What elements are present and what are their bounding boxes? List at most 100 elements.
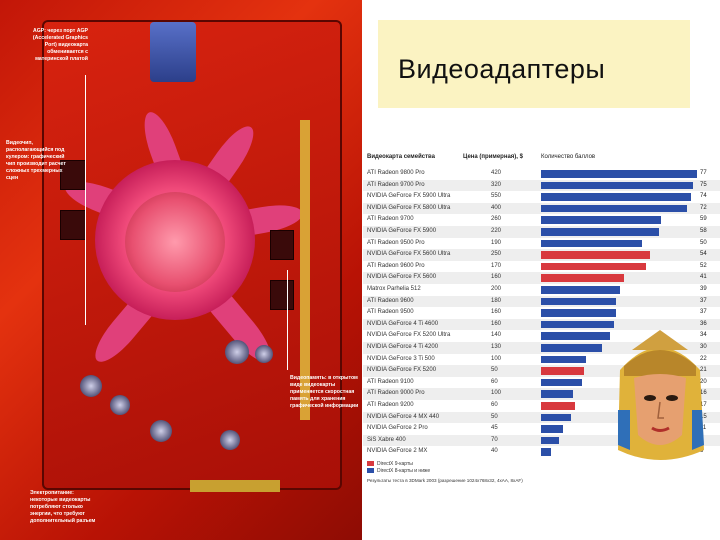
score-value: 20 <box>700 378 707 385</box>
memory-chip <box>60 160 86 190</box>
table-row: ATI Radeon 9600 Pro 170 52 <box>363 261 720 273</box>
title-box <box>378 20 690 108</box>
table-footnote: Результаты теста в 3DMark 2003 (разрешен… <box>367 478 523 483</box>
table-row: NVIDIA GeForce FX 5600 Ultra 250 54 <box>363 249 720 261</box>
capacitor <box>255 345 273 363</box>
table-row: Matrox Parhelia 512 200 39 <box>363 284 720 296</box>
score-value: 52 <box>700 262 707 269</box>
card-name: SiS Xabre 400 <box>367 436 406 443</box>
card-name: NVIDIA GeForce FX 5200 <box>367 367 437 374</box>
card-name: NVIDIA GeForce FX 5600 <box>367 274 437 281</box>
score-bar <box>541 228 659 236</box>
card-name: ATI Radeon 9500 <box>367 309 414 316</box>
table-row: NVIDIA GeForce FX 5800 Ultra 400 72 <box>363 202 720 215</box>
card-price: 320 <box>491 181 502 188</box>
card-price: 220 <box>491 228 502 234</box>
score-value: 36 <box>700 320 707 327</box>
score-value: 15 <box>700 413 707 420</box>
agp-leader-line <box>85 75 86 325</box>
capacitor <box>80 375 102 397</box>
card-price: 160 <box>491 320 502 327</box>
capacitor <box>150 420 172 442</box>
vga-connector <box>150 22 196 82</box>
card-name: NVIDIA GeForce 4 MX 440 <box>367 413 440 420</box>
card-name: NVIDIA GeForce FX 5800 Ultra <box>367 204 451 211</box>
table-row: NVIDIA GeForce 2 MX 40 5 <box>363 446 720 458</box>
score-bar <box>541 355 586 364</box>
memory-chip <box>270 230 294 260</box>
benchmark-table: Видеокарта семейства Цена (примерная), $… <box>363 150 720 480</box>
legend-swatch <box>367 461 374 466</box>
legend-swatch <box>367 468 374 473</box>
card-name: NVIDIA GeForce 4 Ti 4200 <box>367 344 439 350</box>
card-price: 50 <box>491 413 498 420</box>
score-bar <box>541 413 572 422</box>
card-price: 130 <box>491 344 502 350</box>
card-name: ATI Radeon 9800 Pro <box>367 170 425 176</box>
card-name: ATI Radeon 9000 Pro <box>367 390 425 397</box>
table-row: ATI Radeon 9500 160 37 <box>363 307 720 319</box>
card-price: 45 <box>491 425 498 432</box>
score-value: 5 <box>700 448 704 455</box>
card-name: ATI Radeon 9700 Pro <box>367 181 425 188</box>
card-name: ATI Radeon 9200 <box>367 402 414 408</box>
score-value: 72 <box>700 204 707 211</box>
score-bar <box>541 332 610 340</box>
score-bar <box>541 204 687 213</box>
score-bar <box>541 436 560 445</box>
score-value: 54 <box>700 251 707 258</box>
card-price: 160 <box>491 309 502 316</box>
score-value: 37 <box>700 309 707 316</box>
score-bar <box>541 425 564 433</box>
card-price: 400 <box>491 204 502 211</box>
card-price: 170 <box>491 262 502 269</box>
score-bar <box>541 170 697 178</box>
score-value: 77 <box>700 170 707 176</box>
table-row: NVIDIA GeForce 4 MX 440 50 15 <box>363 411 720 424</box>
capacitor <box>220 430 240 450</box>
pharaoh-head-illustration <box>618 330 704 460</box>
table-row: NVIDIA GeForce 4 Ti 4600 160 36 <box>363 318 720 331</box>
score-bar <box>541 309 616 317</box>
table-row: NVIDIA GeForce FX 5600 160 41 <box>363 272 720 284</box>
capacitor <box>110 395 130 415</box>
card-name: ATI Radeon 9600 Pro <box>367 262 425 269</box>
score-bar <box>541 344 602 352</box>
score-value: 59 <box>700 216 707 223</box>
table-row: NVIDIA GeForce FX 5200 Ultra 140 34 <box>363 330 720 342</box>
graphics-card-photo: AGP: через порт AGP (Accelerated Graphic… <box>0 0 362 540</box>
score-bar <box>541 286 620 294</box>
memory-leader-line <box>287 270 288 370</box>
card-price: 180 <box>491 297 502 304</box>
score-value: 17 <box>700 402 707 408</box>
score-bar <box>541 181 693 190</box>
cooler-fan-hub <box>125 192 225 292</box>
score-value: 22 <box>700 355 707 362</box>
legend-label: DirectX 8-карты и ниже <box>377 468 431 474</box>
score-value: 30 <box>700 344 707 350</box>
table-row: ATI Radeon 9800 Pro 420 77 <box>363 168 720 180</box>
score-value: 39 <box>700 286 707 292</box>
page-title: Видеоадаптеры <box>398 54 606 84</box>
score-bar <box>541 367 584 375</box>
card-price: 100 <box>491 355 502 362</box>
score-bar <box>541 390 574 398</box>
column-header-score: Количество баллов <box>541 154 596 160</box>
card-name: NVIDIA GeForce FX 5900 <box>367 228 437 234</box>
card-name: ATI Radeon 9600 <box>367 297 414 304</box>
card-price: 420 <box>491 170 502 176</box>
card-price: 40 <box>491 448 498 455</box>
table-row: ATI Radeon 9500 Pro 190 50 <box>363 238 720 250</box>
memory-chip <box>60 210 86 240</box>
score-bar <box>541 262 647 271</box>
agp-edge-connector <box>300 120 310 420</box>
table-row: NVIDIA GeForce FX 5900 Ultra 550 74 <box>363 191 720 203</box>
score-value: 58 <box>700 228 707 234</box>
power-note: Электропитание: некоторые видеокарты пот… <box>30 490 96 524</box>
score-value: 41 <box>700 274 707 281</box>
table-row: ATI Radeon 9200 60 17 <box>363 400 720 412</box>
memory-chip <box>270 280 294 310</box>
score-bar <box>541 320 614 329</box>
card-price: 190 <box>491 239 502 246</box>
table-row: ATI Radeon 9600 180 37 <box>363 295 720 308</box>
